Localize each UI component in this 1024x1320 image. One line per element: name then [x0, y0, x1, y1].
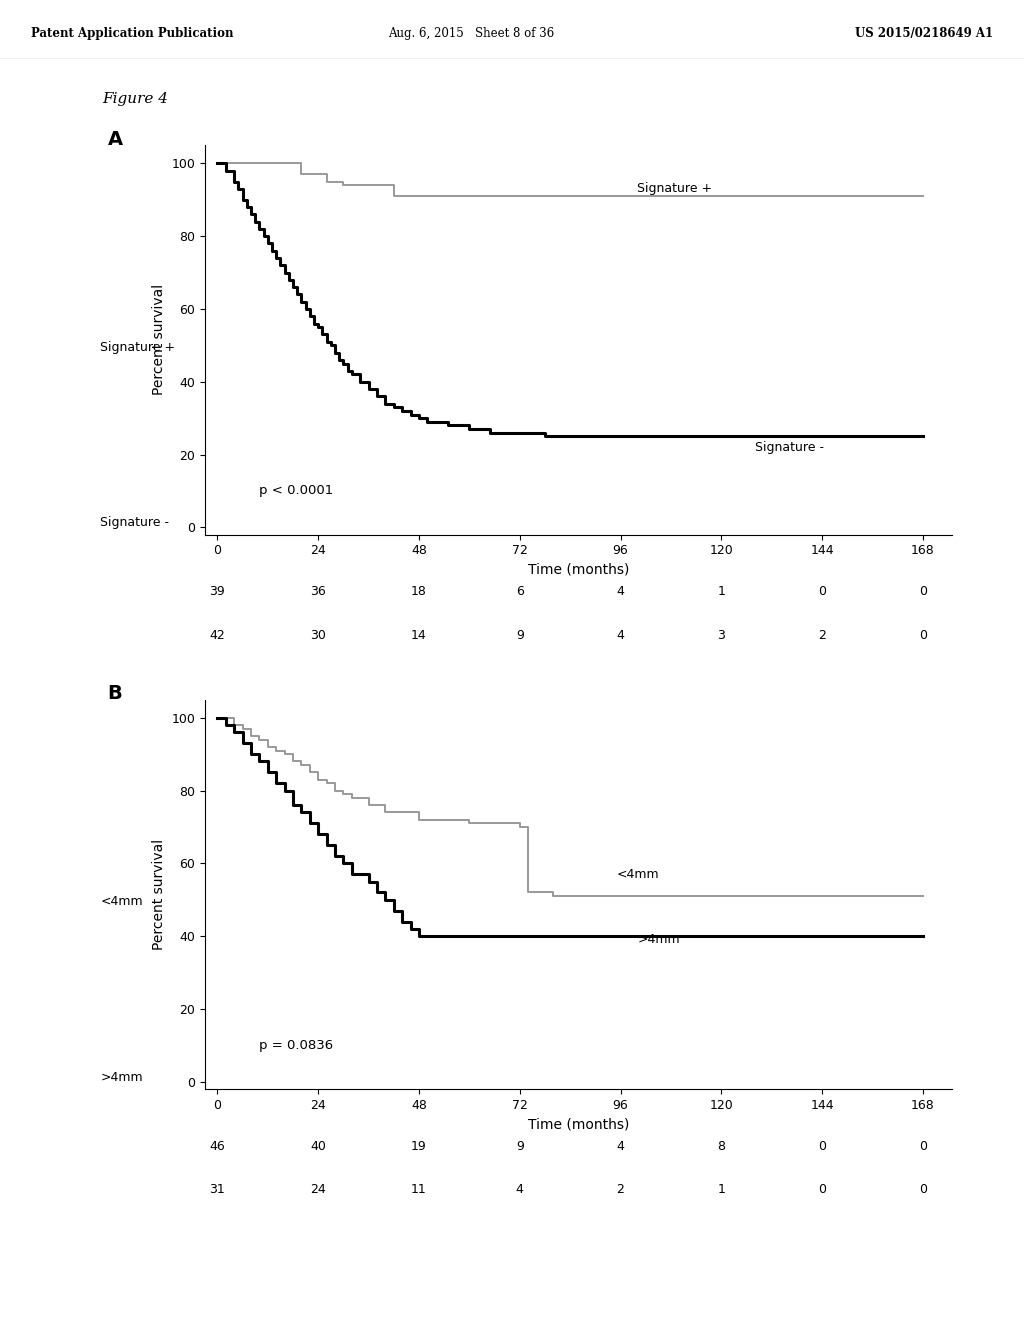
X-axis label: Time (months): Time (months): [528, 562, 629, 577]
Text: 24: 24: [310, 1184, 326, 1196]
Y-axis label: Percent survival: Percent survival: [152, 284, 166, 396]
Text: 1: 1: [718, 1184, 725, 1196]
Text: 9: 9: [516, 630, 523, 642]
Text: A: A: [108, 129, 123, 149]
Text: 42: 42: [210, 630, 225, 642]
Text: 0: 0: [818, 585, 826, 598]
Text: 9: 9: [516, 1139, 523, 1152]
Text: 4: 4: [616, 585, 625, 598]
Text: 40: 40: [310, 1139, 326, 1152]
Y-axis label: Percent survival: Percent survival: [152, 838, 166, 950]
Text: 8: 8: [718, 1139, 725, 1152]
Text: 46: 46: [210, 1139, 225, 1152]
Text: 30: 30: [310, 630, 326, 642]
Text: Figure 4: Figure 4: [102, 92, 168, 106]
Text: 36: 36: [310, 585, 326, 598]
Text: 31: 31: [210, 1184, 225, 1196]
Text: 11: 11: [411, 1184, 427, 1196]
Text: 4: 4: [516, 1184, 523, 1196]
Text: 0: 0: [818, 1139, 826, 1152]
Text: 0: 0: [919, 1139, 927, 1152]
Text: 4: 4: [616, 630, 625, 642]
Text: 3: 3: [718, 630, 725, 642]
Text: 0: 0: [919, 1184, 927, 1196]
Text: Signature +: Signature +: [100, 341, 175, 354]
Text: <4mm: <4mm: [616, 867, 659, 880]
Text: US 2015/0218649 A1: US 2015/0218649 A1: [855, 26, 993, 40]
Text: Signature -: Signature -: [100, 516, 169, 529]
Text: 4: 4: [616, 1139, 625, 1152]
Text: p = 0.0836: p = 0.0836: [259, 1039, 334, 1052]
Text: <4mm: <4mm: [100, 895, 142, 908]
X-axis label: Time (months): Time (months): [528, 1117, 629, 1131]
Text: Patent Application Publication: Patent Application Publication: [31, 26, 233, 40]
Text: 0: 0: [919, 630, 927, 642]
Text: >4mm: >4mm: [637, 933, 680, 946]
Text: Signature +: Signature +: [637, 182, 713, 195]
Text: 18: 18: [411, 585, 427, 598]
Text: 6: 6: [516, 585, 523, 598]
Text: Signature -: Signature -: [755, 441, 824, 454]
Text: p < 0.0001: p < 0.0001: [259, 484, 334, 498]
Text: B: B: [108, 684, 123, 704]
Text: 2: 2: [818, 630, 826, 642]
Text: 19: 19: [411, 1139, 427, 1152]
Text: >4mm: >4mm: [100, 1071, 142, 1084]
Text: 14: 14: [411, 630, 427, 642]
Text: Aug. 6, 2015   Sheet 8 of 36: Aug. 6, 2015 Sheet 8 of 36: [388, 26, 554, 40]
Text: 2: 2: [616, 1184, 625, 1196]
Text: 1: 1: [718, 585, 725, 598]
Text: 0: 0: [919, 585, 927, 598]
Text: 0: 0: [818, 1184, 826, 1196]
Text: 39: 39: [210, 585, 225, 598]
